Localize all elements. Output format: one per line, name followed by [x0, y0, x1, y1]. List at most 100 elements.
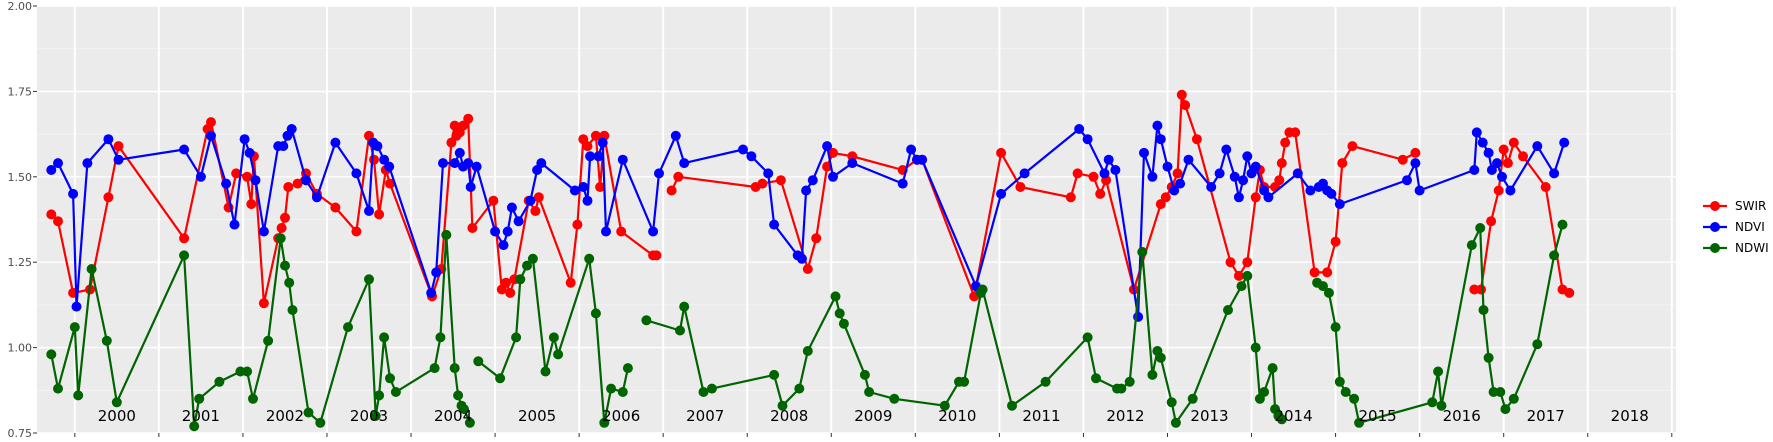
ndvi-point	[449, 158, 460, 169]
swir-point	[458, 120, 469, 131]
year-label: 2002	[266, 407, 304, 425]
swir-point	[374, 209, 385, 220]
swir-point	[1330, 236, 1341, 247]
swir-point	[1322, 267, 1333, 278]
ndvi-point	[498, 240, 509, 251]
swir-point	[449, 120, 460, 131]
swir-point	[1095, 188, 1106, 199]
ndvi-point	[679, 158, 690, 169]
swir-point	[572, 219, 583, 230]
legend-key-point-ndwi	[1710, 243, 1720, 253]
ndvi-point	[807, 175, 818, 186]
ndvi-point	[578, 182, 589, 192]
ndwi-point	[284, 277, 295, 288]
ndvi-point	[585, 151, 596, 162]
ndwi-line	[1316, 224, 1564, 424]
ndvi-point	[582, 195, 593, 206]
ndwi-point	[303, 407, 314, 418]
swir-point	[1242, 257, 1253, 268]
swir-point	[1088, 171, 1099, 182]
ndwi-point	[675, 325, 685, 336]
ndwi-point	[527, 253, 538, 264]
ndwi-point	[1495, 387, 1506, 397]
ndvi-point	[670, 130, 681, 141]
ndvi-point	[258, 226, 269, 237]
ndvi-point	[1549, 168, 1560, 179]
ndvi-point	[1414, 185, 1425, 196]
swir-point	[1176, 89, 1187, 100]
swir-point	[246, 199, 257, 210]
series-ndwi	[46, 219, 1568, 432]
y-tick-label: 0.75	[8, 427, 33, 440]
ndvi-point	[1238, 175, 1249, 186]
ndvi-point	[1175, 178, 1186, 189]
ndvi-point	[113, 154, 124, 165]
ndvi-point	[463, 158, 474, 169]
ndvi-point	[917, 154, 928, 165]
year-label: 2000	[98, 407, 136, 425]
ndwi-point	[495, 373, 506, 384]
swir-point	[1250, 192, 1261, 203]
swir-point	[1276, 158, 1287, 169]
ndwi-point	[617, 387, 628, 397]
ndwi-point	[343, 322, 353, 333]
ndwi-point	[548, 332, 559, 343]
swir-point	[1225, 257, 1236, 268]
ndwi-point	[769, 369, 780, 380]
ndvi-point	[1183, 154, 1194, 165]
swir-point	[501, 277, 511, 288]
ndwi-point	[584, 253, 595, 264]
ndwi-point	[1137, 247, 1148, 257]
swir-point	[1498, 144, 1509, 155]
ndvi-point	[1505, 185, 1516, 196]
ndwi-point	[706, 383, 717, 394]
ndwi-point	[263, 335, 274, 346]
ndwi-point	[1475, 223, 1486, 233]
ndwi-point	[1242, 270, 1253, 281]
ndwi-point	[1147, 369, 1158, 380]
ndvi-point	[1221, 144, 1232, 155]
ndwi-point	[777, 400, 788, 411]
ndvi-point	[68, 188, 79, 199]
ndwi-point	[459, 404, 469, 415]
swir-point	[1191, 134, 1202, 145]
ndwi-point	[540, 366, 551, 377]
ndvi-point	[847, 158, 858, 169]
ndvi-point	[46, 165, 57, 175]
swir-point	[673, 171, 684, 182]
ndvi-point	[1152, 120, 1163, 131]
y-tick-label: 2.00	[8, 0, 33, 13]
ndwi-point	[275, 233, 286, 244]
year-label: 2015	[1359, 407, 1397, 425]
swir-point	[1290, 127, 1301, 138]
swir-point	[565, 277, 576, 288]
swir-point	[1476, 284, 1486, 295]
year-label: 2013	[1190, 407, 1228, 425]
ndvi-point	[431, 267, 442, 278]
ndvi-point	[1103, 154, 1114, 165]
year-label: 2005	[518, 407, 556, 425]
swir-point	[533, 192, 544, 203]
swir-point	[616, 226, 627, 237]
swir-point	[1180, 100, 1191, 111]
swir-point	[1410, 147, 1421, 158]
ndvi-point	[53, 158, 63, 169]
ndwi-point	[553, 349, 564, 360]
ndvi-point	[738, 144, 748, 155]
ndwi-point	[1340, 387, 1351, 397]
ndwi-point	[1236, 281, 1247, 292]
legend-label-ndwi: NDWI	[1735, 241, 1769, 255]
ndwi-point	[859, 369, 870, 380]
ndvi-point	[796, 253, 807, 264]
legend-label-ndvi: NDVI	[1735, 220, 1765, 234]
ndwi-point	[473, 356, 484, 367]
ndvi-point	[1469, 165, 1480, 175]
major-grid-lines	[37, 5, 1676, 434]
ndwi-point	[280, 260, 290, 271]
swir-point	[1564, 287, 1575, 298]
swir-point	[1160, 192, 1171, 203]
ndwi-point	[889, 393, 900, 404]
year-labels: 2000 2001 2002 2003 2004 2005 2006 2007 2008 2009…	[98, 407, 1649, 425]
ndvi-point	[1082, 134, 1093, 145]
